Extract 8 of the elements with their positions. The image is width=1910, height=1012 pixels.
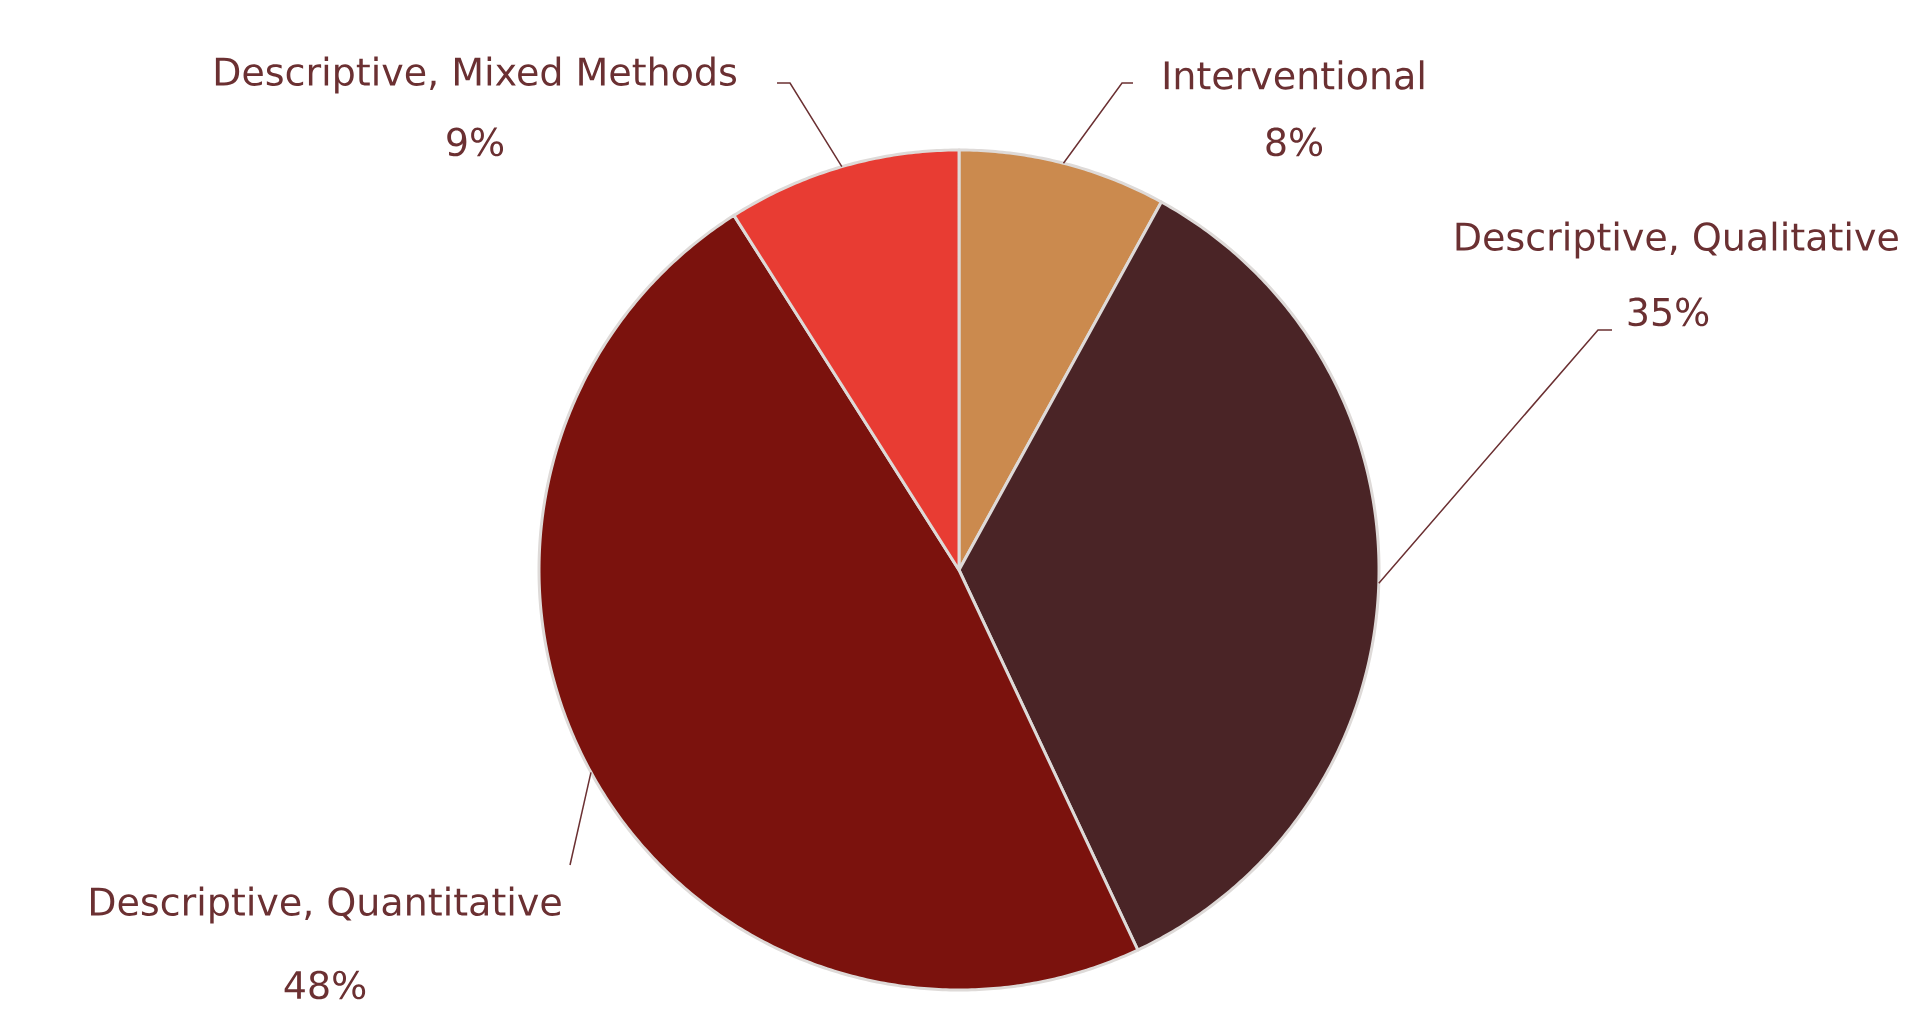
data-label: 35%	[1628, 297, 1709, 327]
slice-label: Descriptive, Qualitative	[1456, 221, 1898, 259]
slice-label: Descriptive, Quantitative	[91, 886, 561, 924]
slice-label: Descriptive, Mixed Methods	[215, 56, 736, 94]
slice-label: Interventional	[1164, 60, 1424, 90]
data-label: 8%	[1266, 127, 1323, 157]
data-label: 9%	[447, 127, 504, 157]
data-label: 48%	[284, 970, 366, 1000]
